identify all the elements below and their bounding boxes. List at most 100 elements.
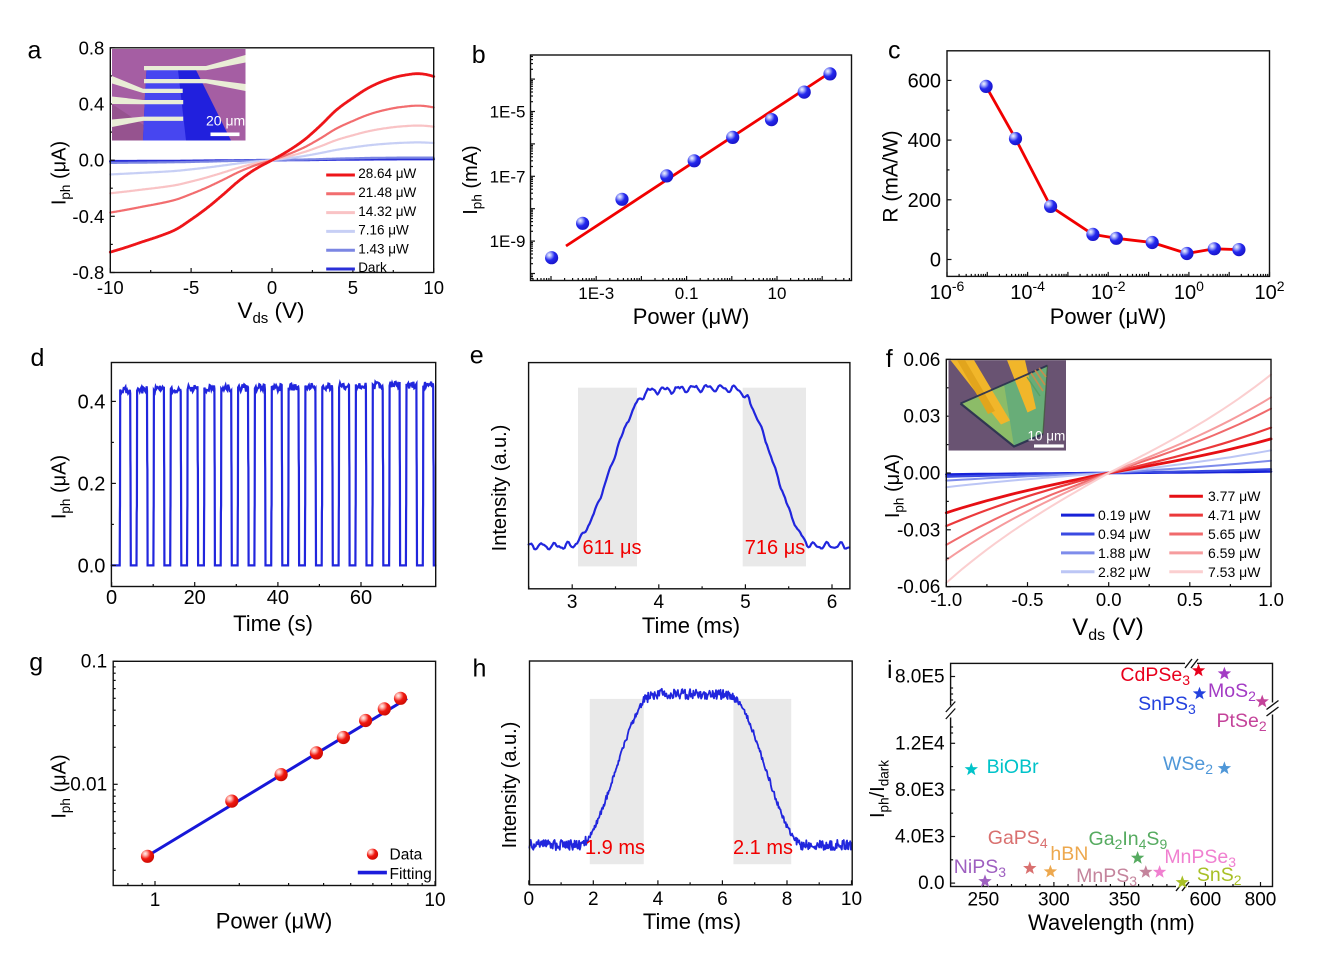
- svg-text:d: d: [31, 344, 45, 372]
- svg-text:i: i: [887, 656, 893, 684]
- svg-text:-0.06: -0.06: [897, 577, 940, 598]
- svg-text:10: 10: [424, 890, 445, 911]
- svg-text:1.2E4: 1.2E4: [895, 733, 945, 754]
- svg-text:0: 0: [524, 889, 535, 910]
- svg-text:c: c: [888, 37, 901, 65]
- svg-text:0.0: 0.0: [1096, 589, 1122, 610]
- svg-text:Data: Data: [390, 847, 423, 864]
- svg-text:300: 300: [1038, 890, 1070, 911]
- svg-text:0.19 μW: 0.19 μW: [1098, 507, 1151, 523]
- svg-text:f: f: [886, 345, 893, 373]
- svg-text:Time (s): Time (s): [233, 611, 313, 636]
- svg-text:7.16 μW: 7.16 μW: [358, 223, 409, 238]
- svg-text:-0.5: -0.5: [1012, 589, 1044, 610]
- svg-text:0.8: 0.8: [79, 37, 105, 58]
- svg-text:1.88 μW: 1.88 μW: [1098, 545, 1151, 561]
- svg-text:hBN: hBN: [1050, 843, 1088, 865]
- svg-text:6.59 μW: 6.59 μW: [1208, 545, 1261, 561]
- svg-text:5: 5: [740, 592, 751, 613]
- svg-text:0.0: 0.0: [918, 873, 944, 894]
- svg-text:h: h: [473, 655, 487, 683]
- svg-text:Iph (mA): Iph (mA): [460, 145, 485, 214]
- svg-text:0: 0: [106, 587, 117, 609]
- svg-text:10: 10: [841, 889, 862, 910]
- svg-text:Vds (V): Vds (V): [1072, 614, 1144, 644]
- svg-text:e: e: [470, 342, 484, 370]
- svg-text:1E-3: 1E-3: [578, 284, 614, 303]
- svg-text:0.1: 0.1: [81, 651, 107, 672]
- svg-text:-10: -10: [97, 277, 124, 298]
- svg-text:716 μs: 716 μs: [745, 537, 805, 559]
- svg-text:MnPS3: MnPS3: [1076, 865, 1137, 889]
- svg-text:BiOBr: BiOBr: [987, 756, 1040, 778]
- svg-text:20: 20: [184, 587, 206, 609]
- svg-text:-0.03: -0.03: [897, 520, 940, 541]
- svg-text:0.94 μW: 0.94 μW: [1098, 526, 1151, 542]
- svg-text:-0.4: -0.4: [72, 206, 104, 227]
- svg-text:-5: -5: [183, 277, 199, 298]
- svg-text:b: b: [472, 41, 486, 69]
- svg-text:GaPS4: GaPS4: [988, 827, 1048, 851]
- svg-text:611 μs: 611 μs: [583, 537, 642, 559]
- svg-text:6: 6: [717, 889, 728, 910]
- svg-text:Power (μW): Power (μW): [216, 909, 333, 934]
- svg-text:CdPSe3: CdPSe3: [1120, 664, 1190, 688]
- svg-text:Intensity (a.u.): Intensity (a.u.): [489, 425, 511, 552]
- svg-text:0.03: 0.03: [903, 407, 940, 428]
- svg-text:Vds (V): Vds (V): [237, 298, 304, 327]
- svg-text:2.1 ms: 2.1 ms: [733, 837, 793, 859]
- svg-text:60: 60: [350, 587, 372, 609]
- svg-text:10: 10: [423, 277, 444, 298]
- svg-text:3: 3: [567, 592, 578, 613]
- svg-text:0.4: 0.4: [79, 94, 105, 115]
- svg-text:0.0: 0.0: [79, 150, 105, 171]
- svg-text:6: 6: [827, 592, 838, 613]
- svg-text:Time (ms): Time (ms): [642, 613, 740, 638]
- svg-text:28.64 μW: 28.64 μW: [358, 166, 416, 181]
- svg-text:600: 600: [908, 70, 941, 92]
- svg-text:MnPSe3: MnPSe3: [1164, 846, 1236, 870]
- svg-text:600: 600: [1190, 890, 1222, 911]
- svg-text:8.0E3: 8.0E3: [895, 780, 945, 801]
- svg-text:5: 5: [348, 277, 358, 298]
- svg-text:1E-5: 1E-5: [490, 103, 526, 122]
- svg-text:R (mA/W): R (mA/W): [880, 130, 903, 222]
- svg-text:MoS2: MoS2: [1208, 680, 1256, 704]
- svg-text:PtSe2: PtSe2: [1217, 710, 1267, 734]
- svg-text:Dark: Dark: [358, 260, 387, 275]
- svg-text:0: 0: [930, 250, 941, 272]
- svg-text:0.1: 0.1: [675, 284, 699, 303]
- svg-text:8.0E5: 8.0E5: [895, 667, 945, 688]
- svg-text:4: 4: [654, 592, 665, 613]
- svg-text:0.0: 0.0: [78, 555, 106, 577]
- svg-text:250: 250: [967, 890, 999, 911]
- svg-text:SnPS3: SnPS3: [1138, 693, 1196, 717]
- svg-text:1: 1: [150, 890, 161, 911]
- svg-text:Power (μW): Power (μW): [1050, 304, 1167, 329]
- svg-text:14.32 μW: 14.32 μW: [358, 204, 416, 219]
- svg-text:4.0E3: 4.0E3: [895, 827, 945, 848]
- svg-text:1.0: 1.0: [1258, 589, 1284, 610]
- svg-text:40: 40: [267, 587, 289, 609]
- svg-text:1.9 ms: 1.9 ms: [585, 837, 645, 859]
- svg-text:-0.8: -0.8: [72, 262, 104, 283]
- svg-text:2.82 μW: 2.82 μW: [1098, 564, 1151, 580]
- svg-text:Iph (μA): Iph (μA): [882, 454, 907, 518]
- svg-text:Intensity (a.u.): Intensity (a.u.): [499, 722, 521, 849]
- svg-text:350: 350: [1109, 890, 1141, 911]
- svg-text:1E-7: 1E-7: [490, 167, 526, 186]
- svg-text:Ga2In4S9: Ga2In4S9: [1089, 828, 1168, 852]
- svg-text:0.2: 0.2: [78, 473, 106, 495]
- svg-text:800: 800: [1245, 890, 1277, 911]
- svg-text:0.06: 0.06: [903, 350, 940, 371]
- svg-text:7.53 μW: 7.53 μW: [1208, 564, 1261, 580]
- svg-text:10 μm: 10 μm: [1028, 429, 1066, 444]
- svg-text:0.5: 0.5: [1177, 589, 1203, 610]
- svg-text:3.77 μW: 3.77 μW: [1208, 488, 1261, 504]
- svg-text:400: 400: [908, 130, 941, 152]
- svg-text:WSe2: WSe2: [1163, 753, 1213, 777]
- svg-text:Wavelength (nm): Wavelength (nm): [1028, 910, 1195, 935]
- svg-text:-1.0: -1.0: [930, 589, 962, 610]
- svg-text:21.48 μW: 21.48 μW: [358, 185, 416, 200]
- svg-text:Fitting: Fitting: [390, 866, 432, 883]
